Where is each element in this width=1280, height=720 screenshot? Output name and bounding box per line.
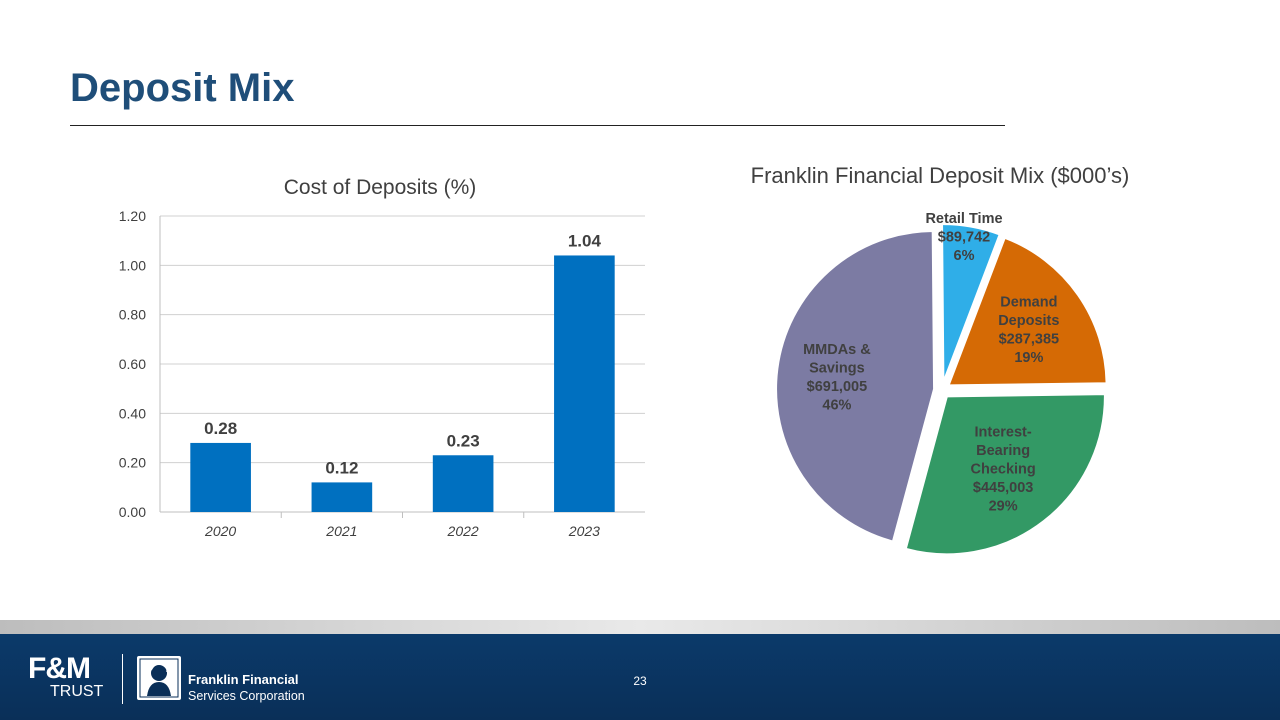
pie-slice [904, 393, 1106, 556]
ffsc-emblem-icon [137, 656, 181, 700]
bar [432, 455, 494, 512]
pie-label-line: Demand [1000, 295, 1057, 311]
pie-label-line: $89,742 [938, 230, 990, 246]
x-tick-label: 2022 [447, 523, 479, 539]
trust-logo-text: TRUST [50, 683, 104, 700]
pie-label-line: $287,385 [999, 332, 1059, 348]
pie-slice-label: Interest- Bearing Checking $445,003 29% [970, 425, 1035, 515]
pie-slice-label: MMDAs & Savings $691,005 46% [803, 342, 871, 414]
pie-slice-label: Retail Time $89,742 6% [925, 211, 1002, 264]
pie-label-line: MMDAs & [803, 342, 871, 358]
pie-label-line: Retail Time [925, 211, 1002, 227]
bar-chart-title: Cost of Deposits (%) [283, 176, 477, 199]
pie-label-line: Interest- [975, 425, 1032, 441]
pie-label-line: Bearing [976, 443, 1030, 459]
y-tick-label: 0.00 [119, 504, 146, 520]
pie-slice [947, 236, 1108, 387]
y-tick-label: 1.20 [119, 208, 146, 224]
pie-label-line: 19% [1014, 350, 1043, 366]
slide-title: Deposit Mix [70, 66, 295, 110]
company-name: Franklin Financial [188, 672, 299, 687]
logo-divider [122, 654, 123, 704]
pie-slice [775, 229, 936, 543]
fm-logo-text: F&M [28, 652, 91, 685]
y-tick-label: 0.60 [119, 356, 146, 372]
bar-data-label: 0.28 [204, 419, 237, 438]
x-tick-label: 2023 [568, 523, 600, 539]
bar [554, 255, 615, 512]
pie-slice-label: Demand Deposits $287,385 19% [998, 295, 1059, 367]
footer-bar: F&M TRUST Franklin Financial Services Co… [0, 634, 1280, 720]
pie-label-line: Savings [809, 360, 865, 376]
bar [311, 482, 373, 512]
pie-label-line: Deposits [998, 313, 1059, 329]
bar [190, 442, 251, 512]
pie-label-line: 46% [822, 397, 851, 413]
y-tick-label: 0.40 [119, 405, 146, 421]
title-divider [70, 125, 1005, 126]
bar-data-label: 0.23 [447, 431, 480, 450]
pie-label-line: $691,005 [807, 379, 867, 395]
pie-label-line: Checking [970, 462, 1035, 478]
footer-accent-band [0, 620, 1280, 634]
pie-label-line: 6% [954, 248, 975, 264]
page-number: 23 [633, 674, 647, 688]
y-tick-label: 1.00 [119, 257, 146, 273]
bar-data-label: 0.12 [325, 458, 358, 477]
x-tick-label: 2021 [325, 523, 357, 539]
pie-slice [941, 223, 1001, 383]
y-tick-label: 0.80 [119, 307, 146, 323]
pie-label-line: 29% [989, 499, 1018, 515]
fm-trust-logo: F&M TRUST [28, 654, 110, 700]
pie-chart-title: Franklin Financial Deposit Mix ($000’s) [750, 163, 1130, 188]
company-subtitle: Services Corporation [188, 689, 305, 703]
pie-label-line: $445,003 [973, 480, 1033, 496]
y-tick-label: 0.20 [119, 455, 146, 471]
bar-data-label: 1.04 [568, 231, 602, 250]
x-tick-label: 2020 [204, 523, 236, 539]
